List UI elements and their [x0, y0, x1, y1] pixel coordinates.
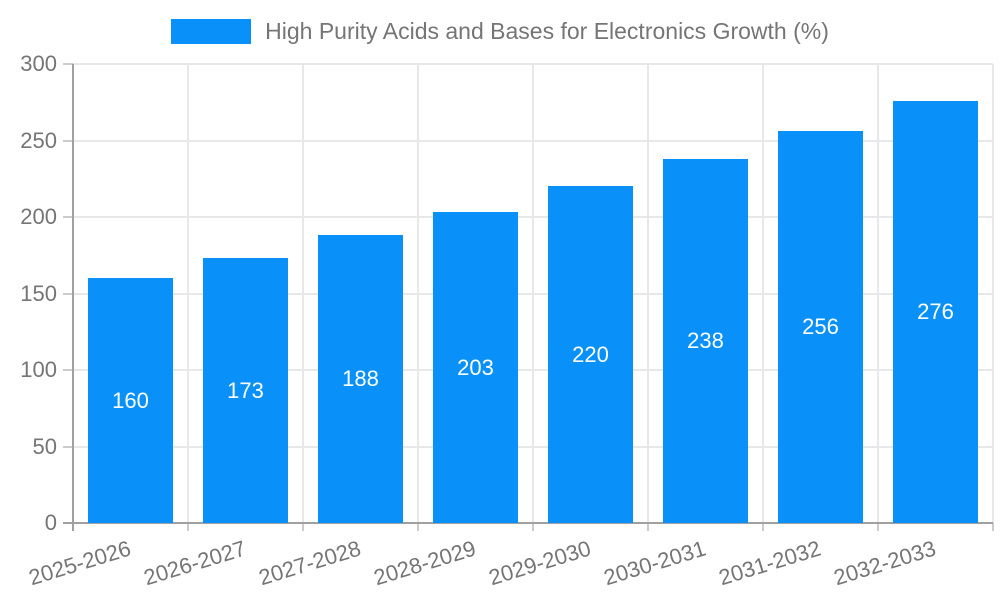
- bar-value-label: 276: [917, 299, 954, 324]
- y-axis-tick-label: 250: [20, 127, 57, 153]
- y-axis-tick: [63, 369, 73, 371]
- bar-value-label: 238: [687, 328, 724, 353]
- y-axis-tick-label: 200: [20, 204, 57, 229]
- bar[interactable]: 256: [778, 131, 863, 523]
- bar-value-label: 220: [572, 341, 609, 367]
- x-gridline: [992, 64, 994, 523]
- bar[interactable]: 203: [433, 212, 518, 523]
- chart-title: High Purity Acids and Bases for Electron…: [265, 18, 829, 44]
- y-axis-tick-label: 50: [32, 433, 57, 459]
- x-axis-tick: [187, 523, 189, 531]
- bar[interactable]: 220: [548, 186, 633, 523]
- y-axis-tick: [63, 63, 73, 65]
- y-gridline: [73, 292, 993, 295]
- y-gridline: [73, 63, 993, 65]
- x-axis-line: [63, 522, 993, 524]
- x-axis-label: 2026-2027: [141, 535, 250, 591]
- y-axis-tick-label: 100: [20, 357, 57, 382]
- bar[interactable]: 238: [663, 159, 748, 523]
- y-axis-tick: [63, 445, 73, 448]
- x-axis-tick: [532, 523, 534, 531]
- bar[interactable]: 160: [88, 278, 173, 523]
- bar-value-label: 256: [802, 314, 839, 339]
- x-axis-label: 2032-2033: [831, 535, 940, 591]
- y-gridline: [73, 369, 993, 371]
- x-axis-tick: [992, 523, 994, 531]
- bar[interactable]: 188: [318, 235, 403, 523]
- y-gridline: [73, 445, 993, 448]
- x-axis-tick: [417, 523, 419, 531]
- x-axis-tick: [647, 523, 649, 531]
- x-axis-label: 2025-2026: [26, 535, 135, 591]
- bar-value-label: 160: [112, 387, 149, 413]
- y-gridline: [73, 216, 993, 218]
- y-axis-tick: [63, 292, 73, 295]
- x-axis-tick: [302, 523, 304, 531]
- y-axis-line: [72, 64, 74, 531]
- bar-value-label: 188: [342, 366, 379, 391]
- y-axis-tick-label: 0: [44, 510, 57, 535]
- y-axis-tick: [63, 139, 73, 142]
- y-gridline: [73, 139, 993, 142]
- bar-value-label: 203: [457, 354, 494, 380]
- x-axis-label: 2029-2030: [486, 535, 595, 591]
- bar[interactable]: 276: [893, 101, 978, 523]
- bar-value-label: 173: [227, 377, 264, 403]
- legend-swatch: [171, 19, 252, 44]
- bar[interactable]: 173: [203, 258, 288, 523]
- x-axis-tick: [877, 523, 879, 531]
- x-axis-label: 2028-2029: [371, 535, 480, 591]
- x-axis-label: 2031-2032: [716, 535, 825, 591]
- x-axis-label: 2027-2028: [256, 535, 365, 591]
- x-axis-tick: [762, 523, 764, 531]
- y-axis-tick: [63, 216, 73, 218]
- chart-legend[interactable]: High Purity Acids and Bases for Electron…: [0, 18, 1000, 45]
- y-axis-tick-label: 300: [20, 51, 57, 76]
- x-axis-label: 2030-2031: [601, 535, 710, 591]
- y-axis-tick-label: 150: [20, 280, 57, 306]
